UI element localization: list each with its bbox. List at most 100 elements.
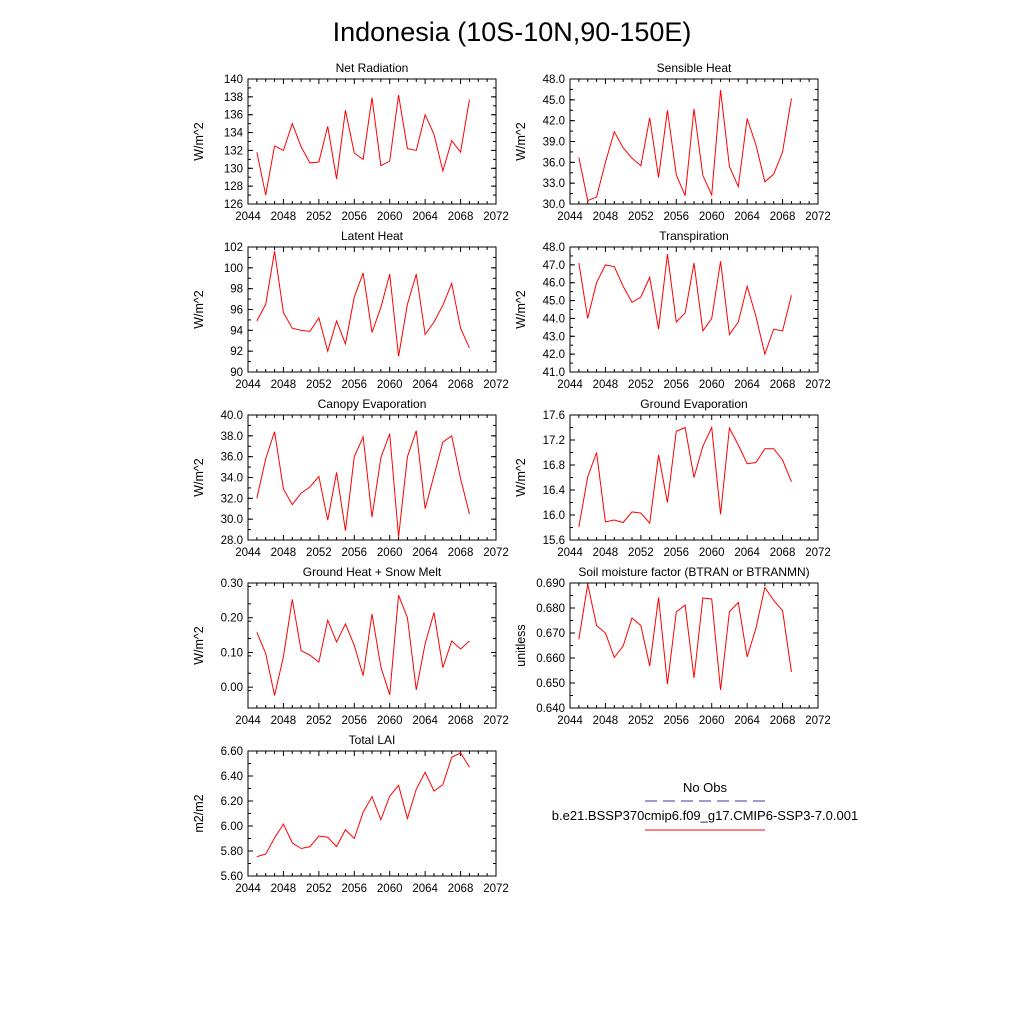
y-tick-label: 45.0: [543, 95, 565, 107]
y-tick-label: 90: [230, 367, 243, 379]
y-axis-label: unitless: [514, 624, 528, 666]
panel-sensible-heat: Sensible Heat W/m^2 2044 2048 2052 2056 2060 20…: [514, 61, 831, 223]
plot-frame: [247, 750, 497, 877]
y-tick-label: 6.20: [221, 796, 243, 808]
x-tick-label: 2052: [628, 715, 654, 727]
y-tick-label: 132: [224, 145, 243, 157]
x-tick-label: 2048: [593, 379, 619, 391]
x-tick-label: 2052: [306, 211, 332, 223]
x-tick-label: 2044: [235, 379, 261, 391]
x-tick-label: 2052: [306, 883, 332, 895]
x-tick-label: 2052: [306, 547, 332, 559]
y-tick-label: 34.0: [221, 473, 243, 485]
x-tick-label: 2064: [412, 379, 438, 391]
y-tick-label: 16.4: [543, 485, 566, 497]
y-tick-label: 0.660: [536, 653, 565, 665]
x-tick-label: 2048: [593, 715, 619, 727]
x-tick-label: 2052: [306, 379, 332, 391]
x-tick-label: 2068: [448, 211, 474, 223]
x-tick-label: 2044: [557, 715, 583, 727]
x-tick-label: 2064: [734, 547, 760, 559]
y-tick-label: 92: [230, 346, 243, 358]
y-tick-label: 0.640: [536, 703, 565, 715]
x-tick-label: 2048: [271, 715, 297, 727]
plot-frame: [569, 78, 819, 205]
x-tick-label: 2072: [483, 883, 509, 895]
y-tick-label: 134: [224, 128, 244, 140]
y-tick-label: 45.0: [543, 296, 565, 308]
series-line: [256, 752, 470, 858]
panel-soil-moisture-factor-btran-or-btranmn: Soil moisture factor (BTRAN or BTRANMN) u…: [514, 565, 831, 727]
x-tick-label: 2060: [377, 547, 403, 559]
y-tick-label: 30.0: [543, 199, 565, 211]
y-tick-label: 0.680: [536, 603, 565, 615]
y-axis-label: W/m^2: [192, 458, 206, 497]
y-tick-label: 15.6: [543, 535, 565, 547]
x-tick-label: 2060: [699, 547, 725, 559]
y-axis-label: W/m^2: [514, 458, 528, 497]
series-line: [578, 90, 792, 202]
panel-title: Ground Evaporation: [640, 397, 747, 411]
y-tick-label: 98: [230, 284, 243, 296]
plot-frame: [569, 582, 819, 709]
x-tick-label: 2048: [271, 883, 297, 895]
y-tick-label: 136: [224, 110, 243, 122]
series-line: [578, 254, 792, 356]
y-tick-label: 33.0: [543, 178, 565, 190]
x-tick-label: 2072: [805, 547, 831, 559]
y-tick-label: 36.0: [543, 157, 565, 169]
x-tick-label: 2056: [341, 715, 367, 727]
y-tick-label: 40.0: [221, 410, 243, 422]
y-tick-label: 0.650: [536, 678, 565, 690]
x-tick-label: 2044: [557, 211, 583, 223]
x-tick-label: 2068: [448, 547, 474, 559]
y-tick-label: 100: [224, 263, 243, 275]
x-tick-label: 2056: [341, 547, 367, 559]
y-tick-label: 44.0: [543, 313, 565, 325]
y-tick-label: 6.00: [221, 821, 243, 833]
x-tick-label: 2044: [235, 883, 261, 895]
x-tick-label: 2056: [663, 211, 689, 223]
x-tick-label: 2068: [448, 379, 474, 391]
x-tick-label: 2052: [306, 715, 332, 727]
x-tick-label: 2064: [412, 883, 438, 895]
panel-title: Latent Heat: [341, 229, 404, 243]
x-tick-label: 2064: [412, 547, 438, 559]
series-line: [256, 94, 470, 196]
legend-model-label: b.e21.BSSP370cmip6.f09_g17.CMIP6-SSP3-7.…: [552, 808, 858, 823]
x-tick-label: 2068: [448, 883, 474, 895]
y-tick-label: 102: [224, 242, 243, 254]
x-tick-label: 2056: [663, 547, 689, 559]
panel-title: Net Radiation: [336, 61, 409, 75]
x-tick-label: 2048: [271, 379, 297, 391]
y-axis-label: W/m^2: [192, 290, 206, 329]
x-tick-label: 2064: [734, 715, 760, 727]
series-line: [256, 594, 470, 696]
y-tick-label: 0.30: [221, 578, 243, 590]
y-tick-label: 16.0: [543, 510, 565, 522]
y-axis-label: W/m^2: [514, 122, 528, 161]
x-tick-label: 2072: [805, 211, 831, 223]
y-tick-label: 17.6: [543, 410, 565, 422]
x-tick-label: 2060: [699, 715, 725, 727]
series-line: [256, 251, 470, 357]
chart-panels: Net Radiation W/m^2 2044 2048 2052 2056 2060 20…: [192, 61, 831, 895]
panel-title: Canopy Evaporation: [318, 397, 427, 411]
x-tick-label: 2068: [448, 715, 474, 727]
x-tick-label: 2056: [341, 379, 367, 391]
y-tick-label: 0.00: [221, 682, 243, 694]
legend: No Obs b.e21.BSSP370cmip6.f09_g17.CMIP6-…: [552, 780, 858, 831]
panel-transpiration: Transpiration W/m^2 2044 2048 2052 2056 2060 20…: [514, 229, 831, 391]
y-axis-label: W/m^2: [514, 290, 528, 329]
y-tick-label: 43.0: [543, 331, 565, 343]
panel-title: Sensible Heat: [657, 61, 732, 75]
y-tick-label: 5.80: [221, 846, 243, 858]
x-tick-label: 2056: [341, 883, 367, 895]
x-tick-label: 2052: [628, 379, 654, 391]
y-tick-label: 0.20: [221, 613, 243, 625]
x-tick-label: 2072: [483, 715, 509, 727]
y-tick-label: 36.0: [221, 452, 243, 464]
x-tick-label: 2068: [770, 211, 796, 223]
y-tick-label: 126: [224, 199, 243, 211]
